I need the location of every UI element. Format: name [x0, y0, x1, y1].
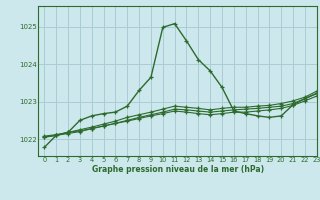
X-axis label: Graphe pression niveau de la mer (hPa): Graphe pression niveau de la mer (hPa) — [92, 165, 264, 174]
